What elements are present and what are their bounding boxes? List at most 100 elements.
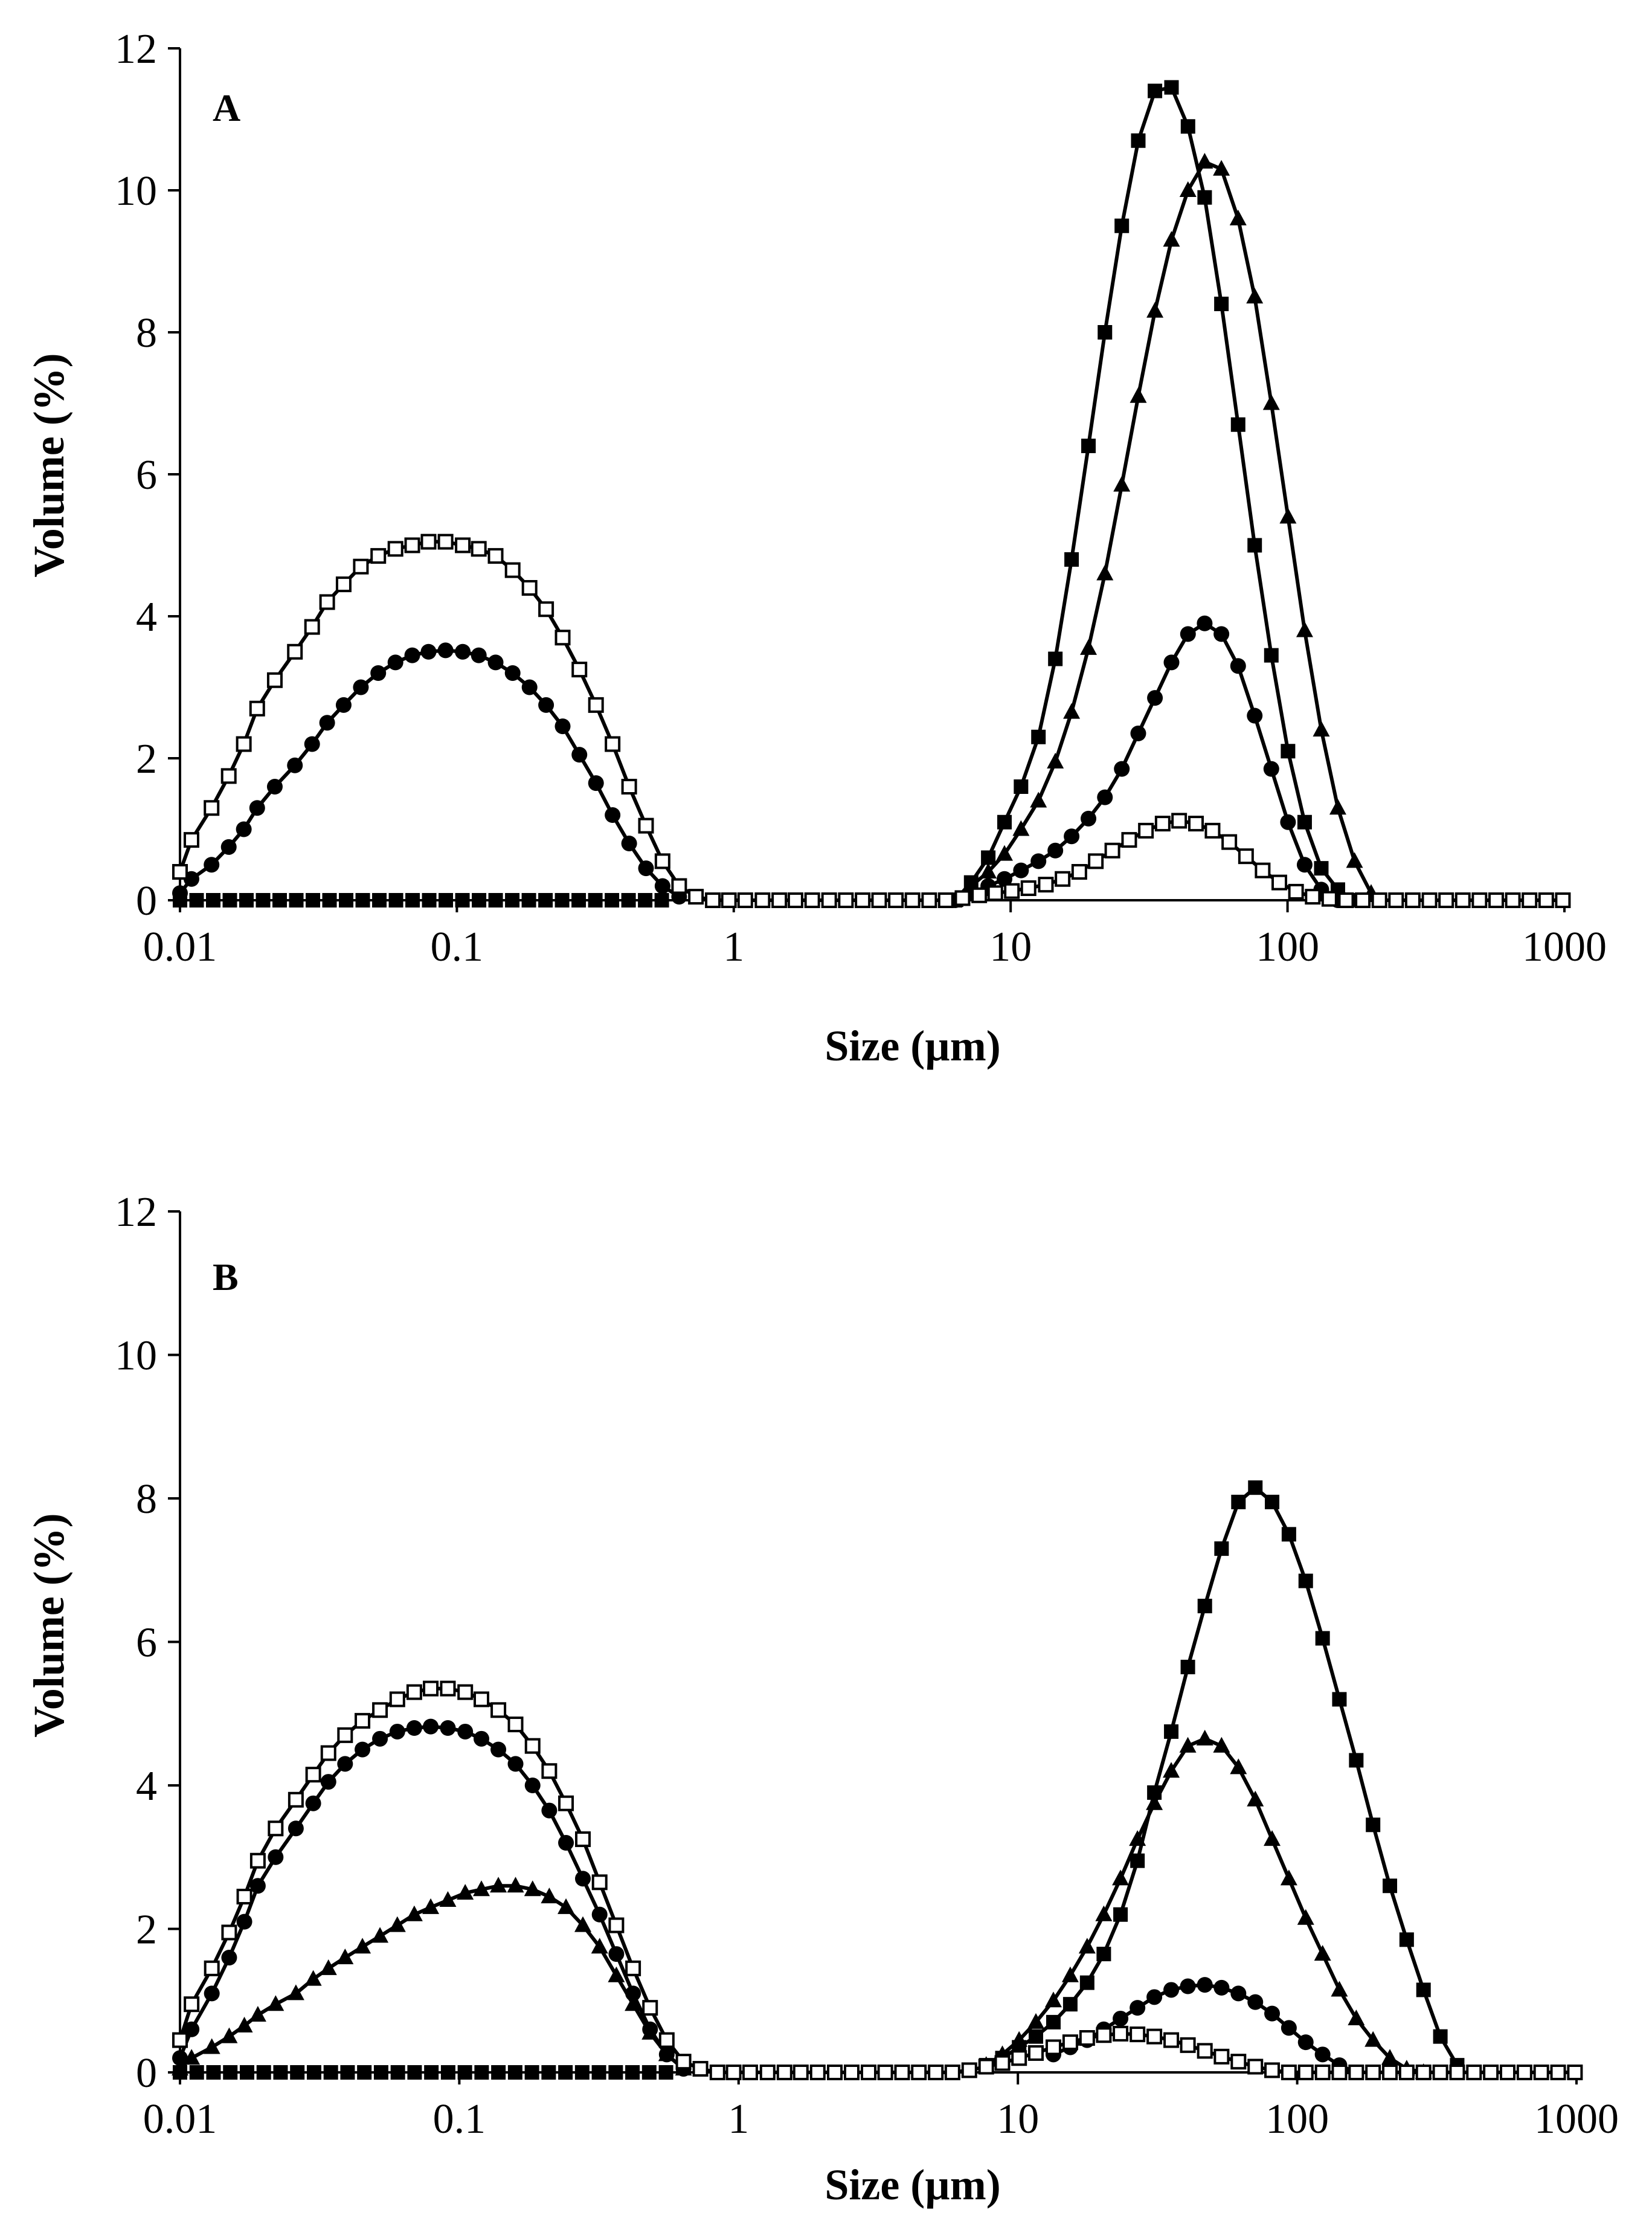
- data-point: [1095, 1905, 1113, 1921]
- data-point: [1349, 1753, 1364, 1768]
- data-point: [971, 887, 988, 903]
- data-point: [1314, 2065, 1331, 2080]
- data-point: [1196, 153, 1213, 169]
- data-point: [371, 1927, 389, 1943]
- data-point: [575, 1831, 591, 1848]
- baseline-marker: [571, 893, 587, 908]
- data-point: [1130, 725, 1146, 741]
- data-point: [1213, 2048, 1230, 2065]
- data-point: [1466, 2065, 1482, 2080]
- data-point: [1246, 288, 1264, 304]
- baseline-marker: [323, 2065, 338, 2080]
- data-point: [838, 892, 854, 908]
- data-point: [1028, 2045, 1044, 2061]
- data-point: [1112, 1869, 1130, 1886]
- data-point: [1146, 2028, 1163, 2045]
- data-point: [605, 807, 621, 823]
- data-point: [996, 871, 1012, 887]
- y-tick-label: 8: [136, 1476, 157, 1523]
- data-point: [487, 654, 504, 671]
- data-point: [1096, 2027, 1112, 2043]
- data-point: [759, 2065, 776, 2080]
- data-point: [1062, 2034, 1078, 2051]
- baseline-marker: [222, 893, 237, 908]
- data-point: [961, 2062, 977, 2078]
- data-point: [220, 839, 237, 855]
- data-point: [204, 1985, 220, 2002]
- data-point: [268, 1820, 284, 1837]
- data-point: [1398, 2065, 1415, 2080]
- data-point: [320, 1745, 336, 1761]
- data-point: [455, 643, 471, 660]
- data-point: [843, 2065, 860, 2080]
- data-point: [1045, 2039, 1061, 2055]
- data-point: [1348, 2065, 1364, 2080]
- data-point: [944, 2065, 960, 2080]
- data-point: [1180, 2037, 1196, 2053]
- data-point: [1138, 822, 1154, 839]
- data-point: [575, 1871, 591, 1887]
- data-point: [521, 679, 538, 695]
- data-point: [1097, 789, 1113, 805]
- data-point: [574, 1916, 592, 1932]
- panel-label: A: [213, 86, 240, 129]
- data-point: [1421, 892, 1438, 908]
- data-point: [1004, 883, 1020, 899]
- data-point: [1415, 2065, 1432, 2080]
- baseline-marker: [524, 2065, 539, 2080]
- data-point: [1488, 892, 1504, 908]
- data-point: [987, 885, 1003, 901]
- data-point: [855, 892, 871, 908]
- baseline-marker: [340, 2065, 355, 2080]
- baseline-marker: [405, 893, 420, 908]
- data-point: [370, 665, 387, 681]
- data-point: [1280, 1869, 1297, 1886]
- data-point: [588, 775, 604, 791]
- data-point: [304, 619, 320, 635]
- data-point: [1471, 892, 1488, 908]
- data-point: [1388, 892, 1404, 908]
- data-point: [455, 537, 471, 553]
- x-tick-label: 1000: [1522, 924, 1607, 970]
- data-point: [1079, 2030, 1095, 2046]
- data-point: [203, 2038, 220, 2054]
- baseline-marker: [625, 2065, 640, 2080]
- tick-group: 0 2 4 6 8 10 12 0.01 0.1 1 10 100 1000: [115, 1189, 1619, 2142]
- data-point: [1013, 862, 1029, 878]
- data-point: [422, 1898, 440, 1914]
- data-point: [937, 892, 954, 908]
- data-point: [894, 2065, 910, 2080]
- data-point: [1113, 476, 1131, 492]
- data-point: [372, 1730, 388, 1747]
- data-point: [754, 892, 771, 908]
- data-point: [1221, 834, 1238, 850]
- data-point: [1061, 1966, 1079, 1982]
- data-point: [1313, 721, 1330, 737]
- data-point: [1180, 119, 1195, 134]
- data-point: [642, 2000, 658, 2016]
- data-point: [1297, 1909, 1314, 1925]
- data-point: [1331, 2065, 1348, 2080]
- data-point: [625, 1985, 641, 2002]
- data-point: [1146, 301, 1164, 318]
- x-tick-label: 100: [1265, 2096, 1329, 2142]
- data-point: [1064, 552, 1079, 567]
- data-point: [558, 1835, 574, 1851]
- data-point: [1113, 2010, 1129, 2026]
- data-point: [1404, 892, 1421, 908]
- data-point: [608, 1946, 625, 1962]
- x-tick-label: 0.01: [143, 2096, 217, 2142]
- baseline-marker: [306, 893, 321, 908]
- data-point: [471, 647, 487, 663]
- data-point: [204, 800, 220, 816]
- data-point: [591, 1874, 608, 1891]
- data-point: [1231, 1494, 1246, 1509]
- data-point: [608, 1917, 625, 1933]
- data-point: [1230, 658, 1246, 674]
- data-point: [1297, 2034, 1314, 2051]
- data-point: [541, 1888, 558, 1904]
- data-point: [1346, 852, 1363, 868]
- data-point: [473, 1880, 490, 1897]
- baseline-marker: [641, 2065, 657, 2080]
